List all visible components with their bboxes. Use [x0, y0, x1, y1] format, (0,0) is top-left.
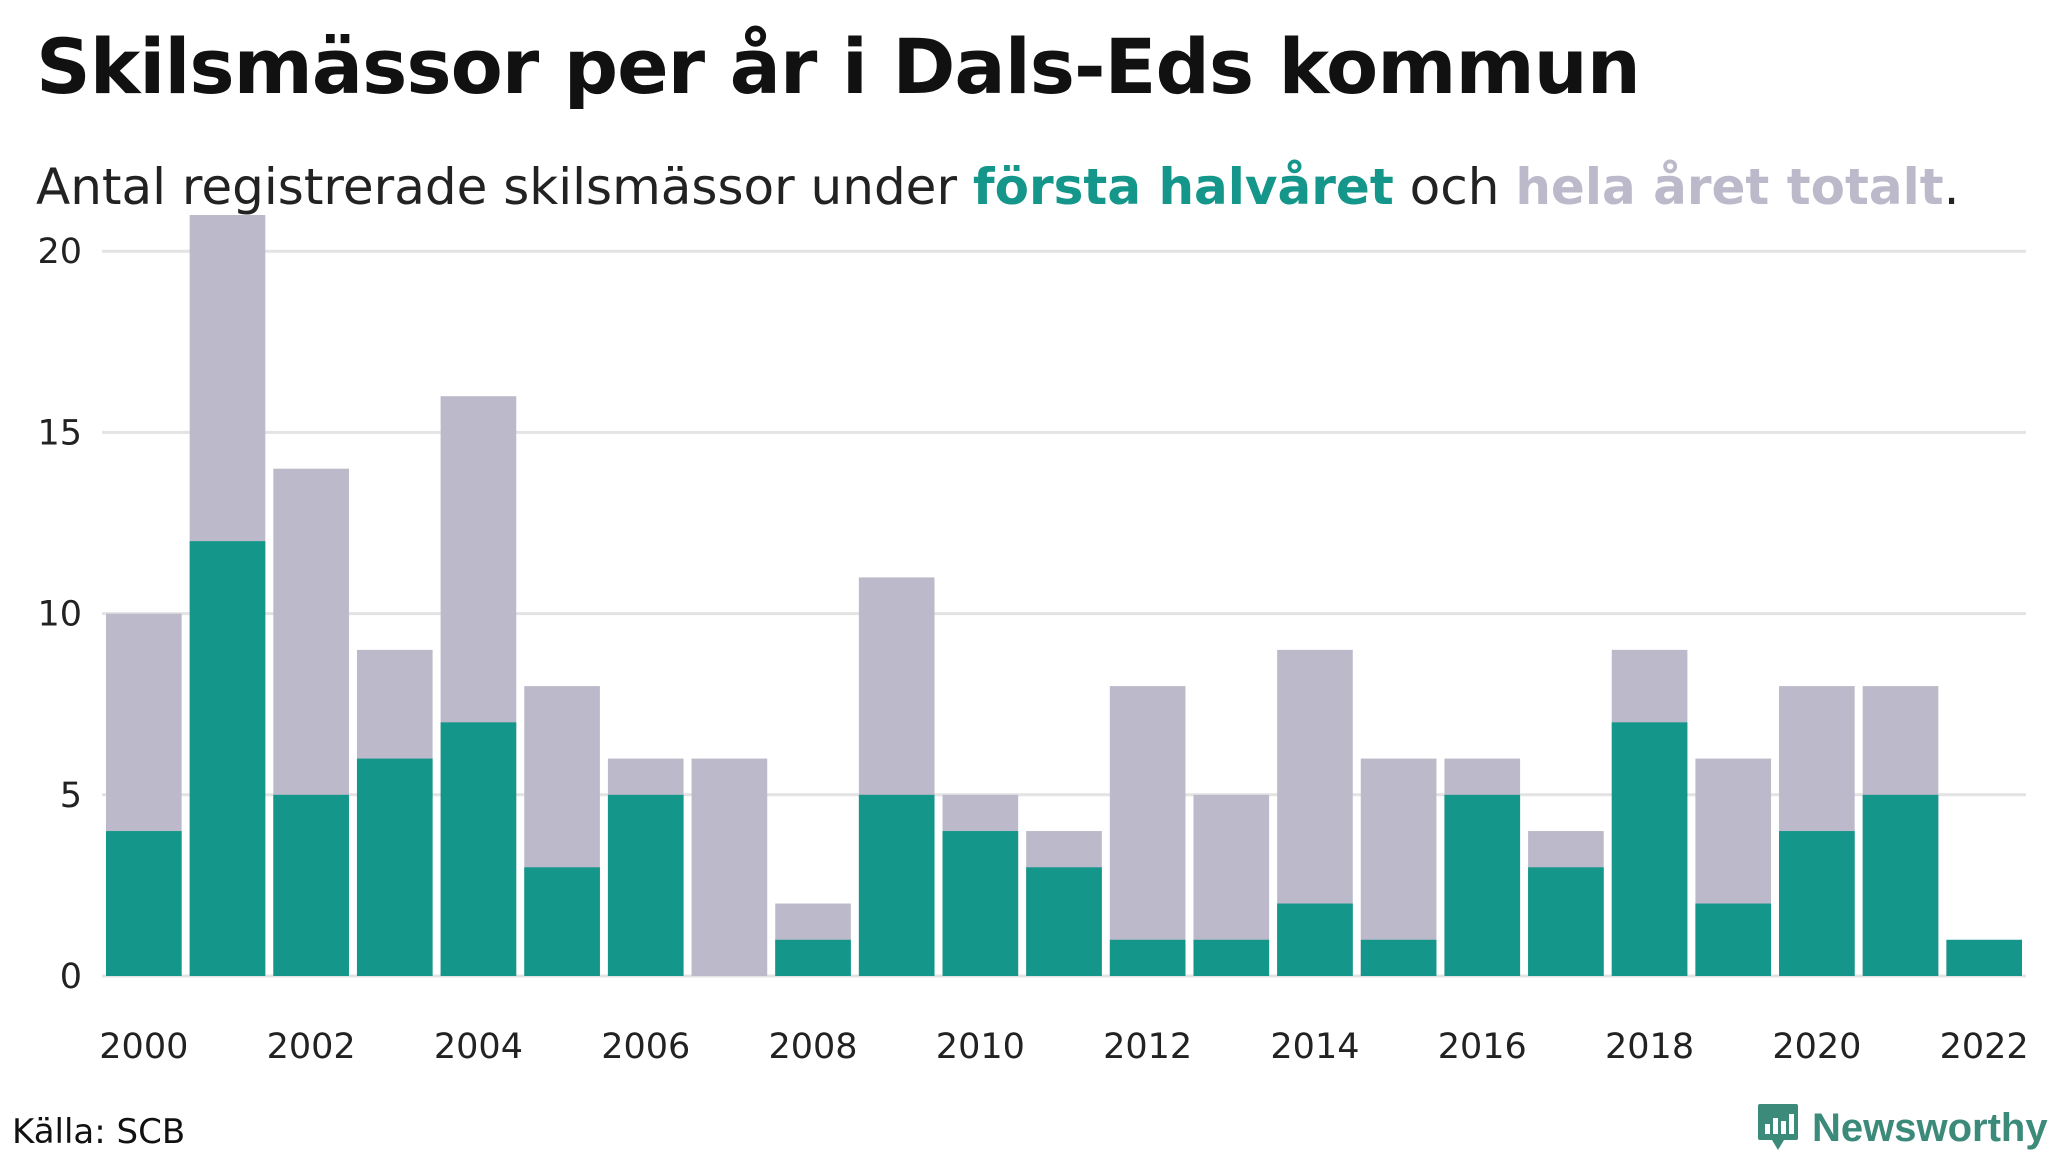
bar-första-halvåret-2006 [607, 794, 684, 976]
bar-första-halvåret-2008 [775, 939, 851, 976]
bar-första-halvåret-2018 [1611, 722, 1688, 976]
x-tick-label-2014: 2014 [1270, 1027, 1359, 1067]
chart-title: Skilsmässor per år i Dals-Eds kommun [36, 22, 1641, 111]
x-tick-label-2016: 2016 [1438, 1027, 1527, 1067]
bar-första-halvåret-2000 [106, 831, 182, 976]
bar-första-halvåret-2020 [1779, 831, 1855, 976]
bar-första-halvåret-2002 [273, 794, 349, 976]
y-tick-label-5: 5 [60, 776, 82, 816]
bar-första-halvåret-2013 [1193, 939, 1270, 976]
bar-första-halvåret-2017 [1528, 867, 1604, 976]
bar-första-halvåret-2012 [1109, 939, 1186, 976]
subtitle-first-half-highlight: första halvåret [972, 158, 1394, 216]
x-tick-label-2006: 2006 [601, 1027, 690, 1067]
brand-name: Newsworthy [1812, 1105, 2048, 1150]
x-tick-label-2020: 2020 [1772, 1027, 1861, 1067]
y-tick-label-15: 15 [37, 413, 82, 453]
y-tick-label-0: 0 [60, 957, 82, 997]
x-tick-label-2004: 2004 [434, 1027, 523, 1067]
newsworthy-logo-icon [1758, 1104, 1798, 1150]
x-tick-label-2000: 2000 [99, 1027, 188, 1067]
bar-första-halvåret-2022 [1946, 939, 2022, 976]
x-tick-label-2018: 2018 [1605, 1027, 1694, 1067]
subtitle-prefix: Antal registrerade skilsmässor under [36, 158, 973, 216]
bar-första-halvåret-2019 [1695, 903, 1772, 976]
x-tick-label-2002: 2002 [267, 1027, 356, 1067]
bar-första-halvåret-2004 [440, 722, 517, 976]
bar-första-halvåret-2010 [942, 831, 1019, 976]
y-axis-ticks: 0 5 10 15 20 [37, 232, 82, 997]
x-tick-label-2012: 2012 [1103, 1027, 1192, 1067]
bar-första-halvåret-2016 [1444, 794, 1521, 976]
subtitle-suffix: . [1943, 158, 1960, 216]
y-tick-label-20: 20 [37, 232, 82, 272]
bar-första-halvåret-2021 [1862, 794, 1939, 976]
chart-subtitle: Antal registrerade skilsmässor under för… [36, 158, 1960, 216]
y-tick-label-10: 10 [37, 595, 82, 635]
bar-första-halvåret-2001 [189, 541, 266, 976]
subtitle-full-year-highlight: hela året totalt [1515, 158, 1944, 216]
bar-hela-året-totalt-2012 [1109, 686, 1186, 976]
bar-första-halvåret-2003 [356, 758, 433, 976]
bar-första-halvåret-2014 [1277, 903, 1353, 976]
x-tick-label-2008: 2008 [769, 1027, 858, 1067]
source-note: Källa: SCB [12, 1112, 186, 1152]
x-tick-label-2022: 2022 [1940, 1027, 2029, 1067]
bars [106, 215, 2022, 976]
bar-första-halvåret-2015 [1360, 939, 1437, 976]
bar-hela-året-totalt-2007 [691, 758, 768, 976]
x-tick-label-2010: 2010 [936, 1027, 1025, 1067]
bar-första-halvåret-2005 [524, 867, 600, 976]
bar-första-halvåret-2009 [858, 794, 935, 976]
bar-första-halvåret-2011 [1026, 867, 1102, 976]
subtitle-mid: och [1393, 158, 1516, 216]
brand-logo: Newsworthy [1756, 1098, 2048, 1158]
x-axis-ticks: 2000 2002 2004 2006 2008 2010 2012 2014 2016 2018… [99, 1027, 2028, 1067]
